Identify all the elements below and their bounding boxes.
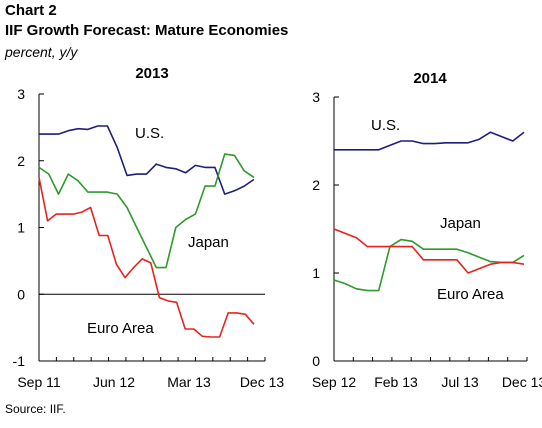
series-line-us (334, 131, 525, 151)
series-line-japan (333, 238, 525, 292)
series-line-euro (38, 177, 255, 338)
y-tick-label: 2 (17, 153, 25, 169)
x-tick-label: Sep 11 (17, 374, 61, 390)
x-tick-label: Dec 13 (502, 374, 542, 390)
y-tick-label: -1 (13, 353, 26, 369)
x-tick-label: Jun 12 (93, 374, 135, 390)
y-tick-label: 3 (17, 86, 25, 102)
series-annotation: Euro Area (437, 286, 504, 303)
x-tick-label: Dec 13 (240, 374, 285, 390)
panel-2013: 2013 -1 0 1 2 3 Sep 11 Jun 12 Mar 13 Dec 13 U.S. Ja… (13, 65, 285, 390)
y-tick-label: 3 (312, 89, 320, 105)
y-tick-label: 0 (17, 286, 25, 302)
x-tick-label: Jul 13 (441, 374, 479, 390)
chart-subtitle: percent, y/y (5, 44, 78, 60)
chart-title: IIF Growth Forecast: Mature Economies (5, 22, 289, 39)
series-annotation: Japan (188, 234, 229, 251)
panel-title: 2014 (413, 70, 447, 87)
y-tick-label: 1 (17, 220, 25, 236)
series-annotation: U.S. (135, 125, 164, 142)
y-tick-label: 1 (312, 265, 320, 281)
x-tick-label: Sep 12 (312, 374, 357, 390)
panel-2014: 2014 0 1 2 3 Sep 12 Feb 13 Jul 13 Dec 13 U.S. Japa… (312, 70, 542, 390)
series-annotation: Euro Area (87, 320, 154, 337)
x-tick-label: Feb 13 (374, 374, 418, 390)
chart-source: Source: IIF. (5, 402, 66, 416)
series-annotation: Japan (440, 215, 481, 232)
x-tick-label: Mar 13 (167, 374, 211, 390)
chart-label: Chart 2 (5, 2, 57, 19)
series-line-japan (38, 153, 255, 269)
series-line-euro (333, 228, 525, 274)
y-tick-label: 2 (312, 177, 320, 193)
panel-title: 2013 (135, 65, 168, 82)
y-tick-label: 0 (312, 353, 320, 369)
series-annotation: U.S. (371, 117, 400, 134)
